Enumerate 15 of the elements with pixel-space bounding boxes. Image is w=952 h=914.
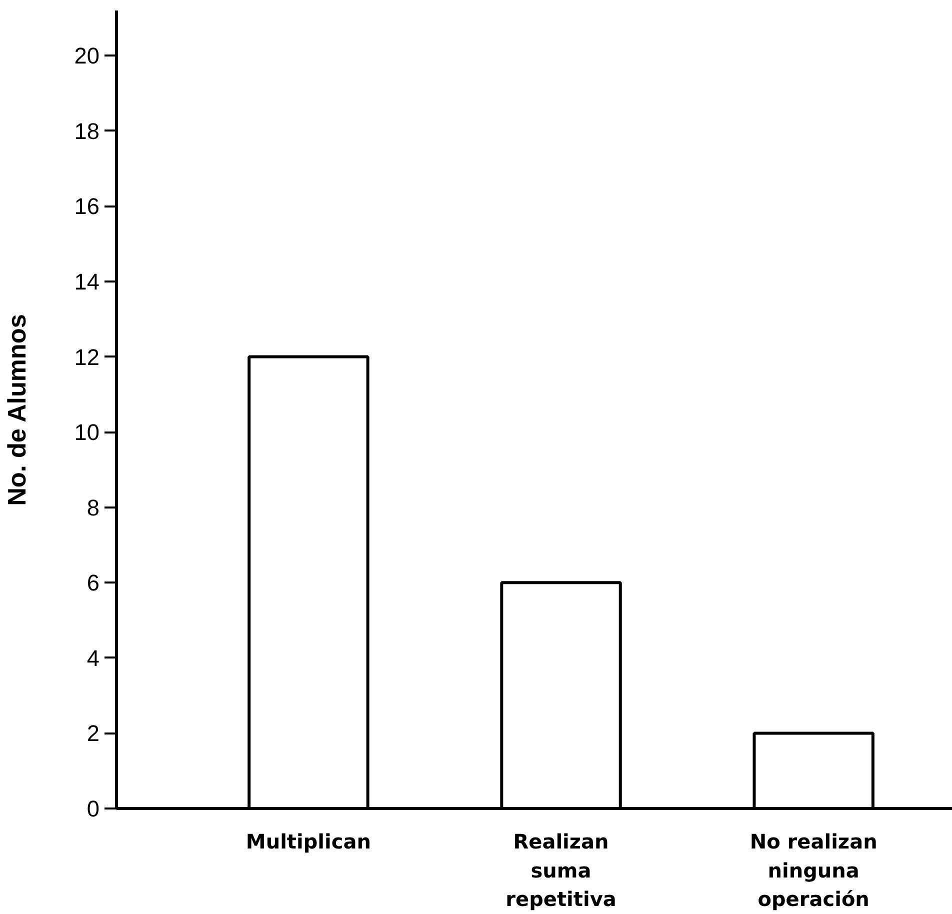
y-tick-label: 6 [86, 570, 100, 596]
y-tick-label: 10 [74, 419, 100, 446]
y-tick-label: 20 [74, 42, 100, 69]
y-tick-label: 0 [86, 796, 100, 822]
y-tick-label: 12 [74, 344, 100, 370]
y-tick-label: 4 [86, 644, 100, 671]
x-tick-label: No realizan ninguna operación [750, 830, 878, 912]
x-tick-label: Multiplican [246, 830, 371, 854]
y-tick-label: 16 [74, 193, 100, 220]
x-tick-label: Realizan suma repetitiva [506, 830, 616, 912]
y-axis-title: No. de Alumnos [3, 314, 32, 506]
y-tick-label: 2 [86, 720, 100, 746]
y-tick-label: 18 [74, 118, 100, 144]
y-tick-label: 14 [74, 268, 100, 295]
y-tick-label: 8 [86, 494, 100, 520]
